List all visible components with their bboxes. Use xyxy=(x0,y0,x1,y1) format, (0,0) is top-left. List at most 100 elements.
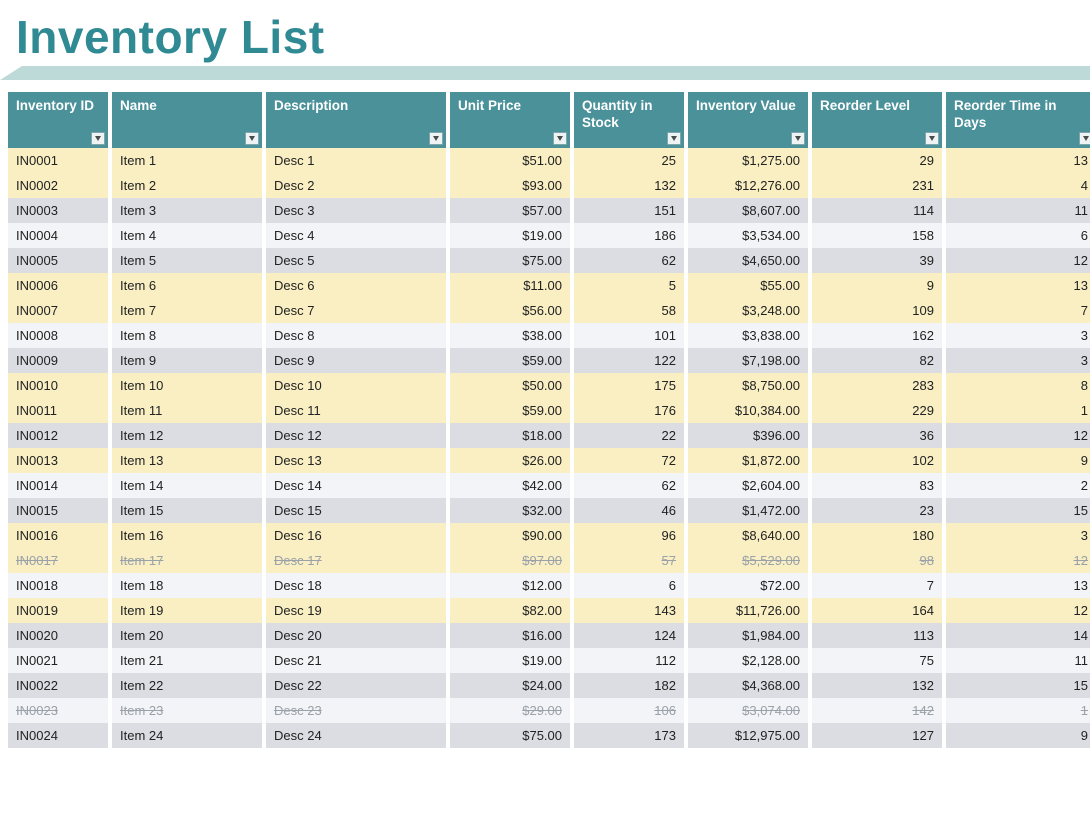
cell-desc[interactable]: Desc 3 xyxy=(266,198,446,223)
cell-reo[interactable]: 127 xyxy=(812,723,942,748)
cell-qty[interactable]: 22 xyxy=(574,423,684,448)
table-row[interactable]: IN0001Item 1Desc 1$51.0025$1,275.002913 xyxy=(8,148,1090,173)
cell-val[interactable]: $1,472.00 xyxy=(688,498,808,523)
cell-days[interactable]: 12 xyxy=(946,248,1090,273)
cell-qty[interactable]: 101 xyxy=(574,323,684,348)
cell-val[interactable]: $1,275.00 xyxy=(688,148,808,173)
cell-name[interactable]: Item 15 xyxy=(112,498,262,523)
cell-days[interactable]: 13 xyxy=(946,573,1090,598)
cell-qty[interactable]: 124 xyxy=(574,623,684,648)
cell-name[interactable]: Item 2 xyxy=(112,173,262,198)
cell-val[interactable]: $10,384.00 xyxy=(688,398,808,423)
cell-qty[interactable]: 132 xyxy=(574,173,684,198)
cell-price[interactable]: $18.00 xyxy=(450,423,570,448)
table-row[interactable]: IN0011Item 11Desc 11$59.00176$10,384.002… xyxy=(8,398,1090,423)
cell-desc[interactable]: Desc 8 xyxy=(266,323,446,348)
table-row[interactable]: IN0022Item 22Desc 22$24.00182$4,368.0013… xyxy=(8,673,1090,698)
cell-id[interactable]: IN0009 xyxy=(8,348,108,373)
cell-price[interactable]: $57.00 xyxy=(450,198,570,223)
cell-desc[interactable]: Desc 20 xyxy=(266,623,446,648)
cell-id[interactable]: IN0002 xyxy=(8,173,108,198)
cell-days[interactable]: 3 xyxy=(946,348,1090,373)
cell-name[interactable]: Item 7 xyxy=(112,298,262,323)
cell-id[interactable]: IN0024 xyxy=(8,723,108,748)
filter-dropdown-icon[interactable] xyxy=(925,132,939,145)
cell-name[interactable]: Item 24 xyxy=(112,723,262,748)
cell-price[interactable]: $42.00 xyxy=(450,473,570,498)
cell-id[interactable]: IN0017 xyxy=(8,548,108,573)
cell-name[interactable]: Item 4 xyxy=(112,223,262,248)
cell-desc[interactable]: Desc 16 xyxy=(266,523,446,548)
cell-qty[interactable]: 186 xyxy=(574,223,684,248)
cell-id[interactable]: IN0013 xyxy=(8,448,108,473)
cell-val[interactable]: $3,074.00 xyxy=(688,698,808,723)
cell-val[interactable]: $4,368.00 xyxy=(688,673,808,698)
table-row[interactable]: IN0017Item 17Desc 17$97.0057$5,529.00981… xyxy=(8,548,1090,573)
cell-val[interactable]: $1,984.00 xyxy=(688,623,808,648)
cell-desc[interactable]: Desc 23 xyxy=(266,698,446,723)
cell-desc[interactable]: Desc 1 xyxy=(266,148,446,173)
filter-dropdown-icon[interactable] xyxy=(245,132,259,145)
cell-val[interactable]: $72.00 xyxy=(688,573,808,598)
cell-qty[interactable]: 62 xyxy=(574,473,684,498)
cell-days[interactable]: 2 xyxy=(946,473,1090,498)
cell-val[interactable]: $396.00 xyxy=(688,423,808,448)
cell-price[interactable]: $24.00 xyxy=(450,673,570,698)
cell-reo[interactable]: 109 xyxy=(812,298,942,323)
cell-qty[interactable]: 6 xyxy=(574,573,684,598)
cell-reo[interactable]: 102 xyxy=(812,448,942,473)
cell-val[interactable]: $12,975.00 xyxy=(688,723,808,748)
cell-price[interactable]: $56.00 xyxy=(450,298,570,323)
cell-id[interactable]: IN0014 xyxy=(8,473,108,498)
cell-days[interactable]: 6 xyxy=(946,223,1090,248)
cell-qty[interactable]: 175 xyxy=(574,373,684,398)
table-row[interactable]: IN0020Item 20Desc 20$16.00124$1,984.0011… xyxy=(8,623,1090,648)
cell-reo[interactable]: 9 xyxy=(812,273,942,298)
cell-qty[interactable]: 96 xyxy=(574,523,684,548)
cell-price[interactable]: $59.00 xyxy=(450,398,570,423)
cell-reo[interactable]: 7 xyxy=(812,573,942,598)
cell-reo[interactable]: 75 xyxy=(812,648,942,673)
filter-dropdown-icon[interactable] xyxy=(791,132,805,145)
cell-name[interactable]: Item 23 xyxy=(112,698,262,723)
cell-id[interactable]: IN0001 xyxy=(8,148,108,173)
table-row[interactable]: IN0006Item 6Desc 6$11.005$55.00913 xyxy=(8,273,1090,298)
cell-qty[interactable]: 106 xyxy=(574,698,684,723)
table-row[interactable]: IN0002Item 2Desc 2$93.00132$12,276.00231… xyxy=(8,173,1090,198)
cell-reo[interactable]: 231 xyxy=(812,173,942,198)
cell-name[interactable]: Item 9 xyxy=(112,348,262,373)
cell-desc[interactable]: Desc 10 xyxy=(266,373,446,398)
cell-qty[interactable]: 46 xyxy=(574,498,684,523)
table-row[interactable]: IN0014Item 14Desc 14$42.0062$2,604.00832 xyxy=(8,473,1090,498)
table-row[interactable]: IN0009Item 9Desc 9$59.00122$7,198.00823 xyxy=(8,348,1090,373)
cell-id[interactable]: IN0019 xyxy=(8,598,108,623)
cell-desc[interactable]: Desc 24 xyxy=(266,723,446,748)
cell-name[interactable]: Item 3 xyxy=(112,198,262,223)
cell-qty[interactable]: 176 xyxy=(574,398,684,423)
cell-days[interactable]: 14 xyxy=(946,623,1090,648)
cell-val[interactable]: $2,128.00 xyxy=(688,648,808,673)
cell-id[interactable]: IN0021 xyxy=(8,648,108,673)
cell-name[interactable]: Item 22 xyxy=(112,673,262,698)
cell-days[interactable]: 12 xyxy=(946,423,1090,448)
cell-reo[interactable]: 29 xyxy=(812,148,942,173)
cell-val[interactable]: $7,198.00 xyxy=(688,348,808,373)
cell-desc[interactable]: Desc 6 xyxy=(266,273,446,298)
cell-qty[interactable]: 143 xyxy=(574,598,684,623)
cell-val[interactable]: $1,872.00 xyxy=(688,448,808,473)
cell-reo[interactable]: 142 xyxy=(812,698,942,723)
cell-price[interactable]: $38.00 xyxy=(450,323,570,348)
cell-id[interactable]: IN0004 xyxy=(8,223,108,248)
filter-dropdown-icon[interactable] xyxy=(553,132,567,145)
cell-name[interactable]: Item 8 xyxy=(112,323,262,348)
col-header-unit-price[interactable]: Unit Price xyxy=(450,92,570,148)
table-row[interactable]: IN0015Item 15Desc 15$32.0046$1,472.00231… xyxy=(8,498,1090,523)
cell-name[interactable]: Item 5 xyxy=(112,248,262,273)
cell-name[interactable]: Item 10 xyxy=(112,373,262,398)
cell-name[interactable]: Item 17 xyxy=(112,548,262,573)
cell-val[interactable]: $8,750.00 xyxy=(688,373,808,398)
cell-reo[interactable]: 98 xyxy=(812,548,942,573)
cell-id[interactable]: IN0012 xyxy=(8,423,108,448)
cell-id[interactable]: IN0015 xyxy=(8,498,108,523)
cell-days[interactable]: 12 xyxy=(946,548,1090,573)
